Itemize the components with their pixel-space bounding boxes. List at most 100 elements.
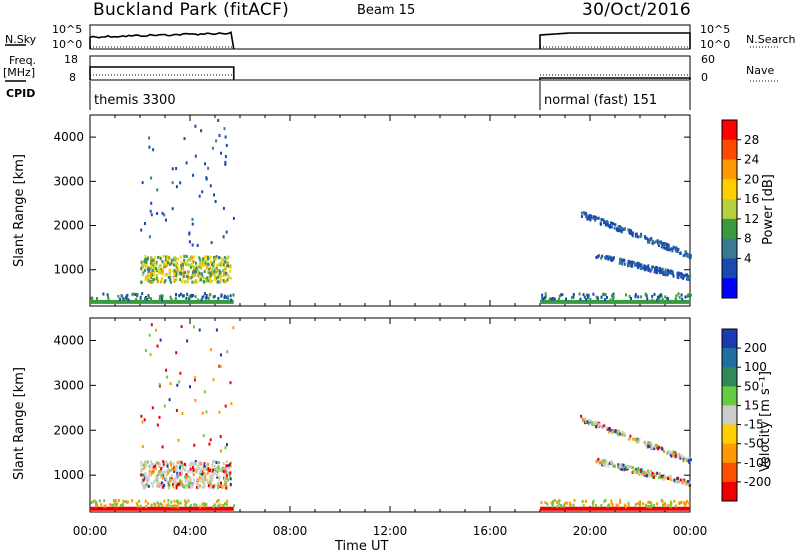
scatter-velocity-ground_scatter_band-1 bbox=[540, 506, 690, 511]
scatter-power-ground_scatter_band-1-pt-87 bbox=[664, 295, 667, 299]
scatter-velocity-ground_scatter_band-0-pt-77 bbox=[215, 500, 218, 504]
scatter-velocity-echo_patch-2-pt-313 bbox=[174, 466, 177, 469]
scatter-power-echo_patch-2-pt-0 bbox=[155, 263, 158, 267]
scatter-power-descending_trace-4-pt-124 bbox=[670, 247, 673, 251]
scatter-velocity-echo_patch-2-pt-146 bbox=[199, 472, 202, 475]
scatter-velocity-descending_trace-5-pt-114 bbox=[619, 463, 622, 467]
scatter-velocity-echo_patch-2-pt-414 bbox=[228, 462, 231, 466]
scatter-power-descending_trace-4-pt-151 bbox=[611, 222, 614, 225]
scatter-power-echo_patch-2-pt-21 bbox=[168, 271, 171, 275]
scatter-power-descending_trace-4-pt-130 bbox=[587, 216, 590, 219]
scatter-power-descending_trace-5-pt-105 bbox=[655, 271, 658, 275]
scatter-velocity-echo_patch-2-pt-331 bbox=[197, 486, 200, 490]
scatter-velocity-echo_patch-2-pt-257 bbox=[150, 481, 153, 485]
scatter-velocity-descending_trace-5-pt-141 bbox=[689, 483, 691, 487]
scatter-power-ground_scatter_band-1-pt-31 bbox=[637, 295, 640, 299]
scatter-velocity-descending_trace-4-pt-106 bbox=[584, 417, 587, 421]
scatter-power-echo_patch-2-pt-30 bbox=[206, 265, 209, 269]
nsky-trace-0 bbox=[89, 31, 235, 50]
scatter-power-ground_scatter_band-0-pt-24 bbox=[175, 293, 177, 296]
scatter-power-ground_scatter_band-0-pt-38 bbox=[107, 297, 110, 301]
scatter-power-sparse_echo-3-pt-2 bbox=[224, 135, 227, 139]
scatter-velocity-ground_scatter_band-1-pt-17 bbox=[610, 501, 613, 505]
nsky-tick-high: 10^5 bbox=[52, 23, 83, 36]
scatter-velocity-ground_scatter_band-1-pt-84 bbox=[678, 501, 681, 505]
scatter-power-echo_patch-2-pt-416 bbox=[152, 272, 155, 276]
scatter-velocity-echo_patch-2-pt-250 bbox=[158, 472, 161, 476]
scatter-power-descending_trace-5-pt-42 bbox=[661, 270, 664, 274]
scatter-velocity-echo_patch-2-pt-261 bbox=[211, 463, 214, 467]
power-colorbar-frame bbox=[721, 119, 738, 299]
scatter-power-echo_patch-2-pt-80 bbox=[158, 265, 161, 269]
scatter-power-ground_scatter_band-0-pt-14 bbox=[205, 294, 208, 298]
scatter-velocity-sparse_echo-3-pt-23 bbox=[194, 378, 196, 382]
scatter-power-echo_patch-2-pt-294 bbox=[140, 280, 143, 284]
scatter-power-echo_patch-2-pt-314 bbox=[154, 261, 157, 265]
scatter-velocity-descending_trace-5-pt-1 bbox=[617, 463, 620, 467]
freq-trace-0 bbox=[89, 66, 235, 80]
scatter-power-ground_scatter_band-1-pt-77 bbox=[675, 294, 678, 298]
scatter-power-echo_patch-2-pt-263 bbox=[175, 268, 178, 272]
scatter-power-descending_trace-4-pt-88 bbox=[664, 246, 667, 250]
scatter-velocity-descending_trace-5-pt-145 bbox=[601, 458, 604, 462]
scatter-velocity-ground_scatter_band-1-pt-29 bbox=[591, 501, 594, 504]
scatter-power-echo_patch-2-pt-251 bbox=[183, 254, 186, 258]
scatter-velocity-echo_patch-2-pt-294 bbox=[189, 461, 192, 465]
scatter-velocity-echo_patch-2-pt-355 bbox=[181, 463, 184, 467]
scatter-power-echo_patch-2-pt-323 bbox=[207, 257, 210, 261]
scatter-velocity-echo_patch-2-pt-350 bbox=[148, 472, 151, 476]
scatter-power-ground_scatter_band-1-pt-83 bbox=[634, 294, 637, 298]
scatter-velocity-echo_patch-2-pt-351 bbox=[161, 471, 164, 475]
scatter-power-echo_patch-2-pt-207 bbox=[177, 267, 180, 271]
scatter-power-echo_patch-2-pt-127 bbox=[144, 275, 147, 279]
scatter-velocity-echo_patch-2-pt-278 bbox=[208, 481, 211, 485]
scatter-velocity-descending_trace-5-pt-148 bbox=[679, 478, 682, 482]
scatter-power-echo_patch-2-pt-361 bbox=[218, 280, 221, 284]
scatter-power-ground_scatter_band-0-pt-83 bbox=[223, 296, 226, 299]
scatter-velocity-echo_patch-2-pt-382 bbox=[144, 474, 147, 478]
scatter-velocity-echo_patch-2-pt-248 bbox=[148, 469, 151, 473]
scatter-velocity-descending_trace-5-pt-120 bbox=[623, 468, 626, 472]
scatter-velocity-echo_patch-2-pt-76 bbox=[173, 470, 176, 473]
scatter-power-echo_patch-2-pt-241 bbox=[207, 262, 210, 266]
scatter-velocity-sparse_echo-3-pt-27 bbox=[180, 325, 183, 329]
scatter-velocity-echo_patch-2-pt-204 bbox=[215, 466, 218, 470]
scatter-velocity-descending_trace-5-pt-149 bbox=[669, 474, 672, 478]
scatter-power-ground_scatter_band-1-pt-85 bbox=[578, 292, 581, 296]
scatter-velocity-sparse_echo-3-pt-32 bbox=[179, 371, 182, 375]
scatter-power-ground_scatter_band-0-pt-51 bbox=[139, 295, 142, 299]
scatter-velocity-echo_patch-2-pt-31 bbox=[192, 473, 195, 477]
scatter-power-sparse_echo-3-pt-28 bbox=[152, 148, 155, 152]
scatter-power-descending_trace-4-pt-22 bbox=[667, 243, 670, 247]
scatter-velocity-echo_patch-2-pt-391 bbox=[201, 470, 204, 474]
scatter-power-echo_patch-2-pt-186 bbox=[225, 261, 228, 265]
scatter-power-descending_trace-5-pt-63 bbox=[621, 262, 624, 266]
scatter-velocity-descending_trace-4-pt-68 bbox=[638, 437, 641, 441]
scatter-power-echo_patch-2-pt-24 bbox=[219, 261, 222, 265]
scatter-velocity-ground_scatter_band-1-pt-65 bbox=[661, 499, 664, 503]
x-axis-label: Time UT bbox=[335, 539, 389, 554]
scatter-power-echo_patch-2-pt-243 bbox=[188, 276, 191, 280]
scatter-velocity-echo_patch-2-pt-356 bbox=[224, 481, 227, 485]
scatter-power-ground_scatter_band-0-pt-6 bbox=[150, 297, 153, 301]
scatter-power-descending_trace-4-pt-84 bbox=[629, 231, 632, 235]
scatter-power-echo_patch-2-pt-363 bbox=[175, 261, 178, 265]
scatter-power-echo_patch-2-pt-350 bbox=[214, 278, 216, 281]
scatter-power-ground_scatter_band-1-pt-67 bbox=[587, 294, 589, 298]
scatter-power-ground_scatter_band-1-pt-42 bbox=[583, 295, 586, 299]
scatter-power-descending_trace-5-pt-153 bbox=[596, 255, 599, 258]
scatter-velocity-echo_patch-2-pt-268 bbox=[193, 478, 195, 482]
scatter-velocity-ground_scatter_band-0-pt-80 bbox=[95, 501, 97, 505]
scatter-power-ground_scatter_band-1-pt-45 bbox=[541, 293, 544, 297]
scatter-power-ground_scatter_band-1-pt-89 bbox=[688, 292, 691, 296]
scatter-power-sparse_echo-3-pt-0 bbox=[225, 143, 228, 147]
scatter-velocity-descending_trace-5-pt-19 bbox=[610, 462, 613, 466]
scatter-velocity-descending_trace-5-pt-157 bbox=[638, 471, 641, 475]
scatter-power-echo_patch-2-pt-149 bbox=[217, 269, 220, 272]
scatter-velocity-echo_patch-2-pt-97 bbox=[225, 483, 227, 486]
scatter-velocity-sparse_echo-3-pt-57 bbox=[203, 390, 206, 394]
scatter-power-echo_patch-2-pt-286 bbox=[214, 257, 217, 260]
scatter-power-ground_scatter_band-1-pt-58 bbox=[595, 295, 598, 299]
scatter-velocity-ground_scatter_band-0-pt-34 bbox=[174, 504, 177, 508]
scatter-power-echo_patch-2-pt-198 bbox=[152, 265, 155, 269]
